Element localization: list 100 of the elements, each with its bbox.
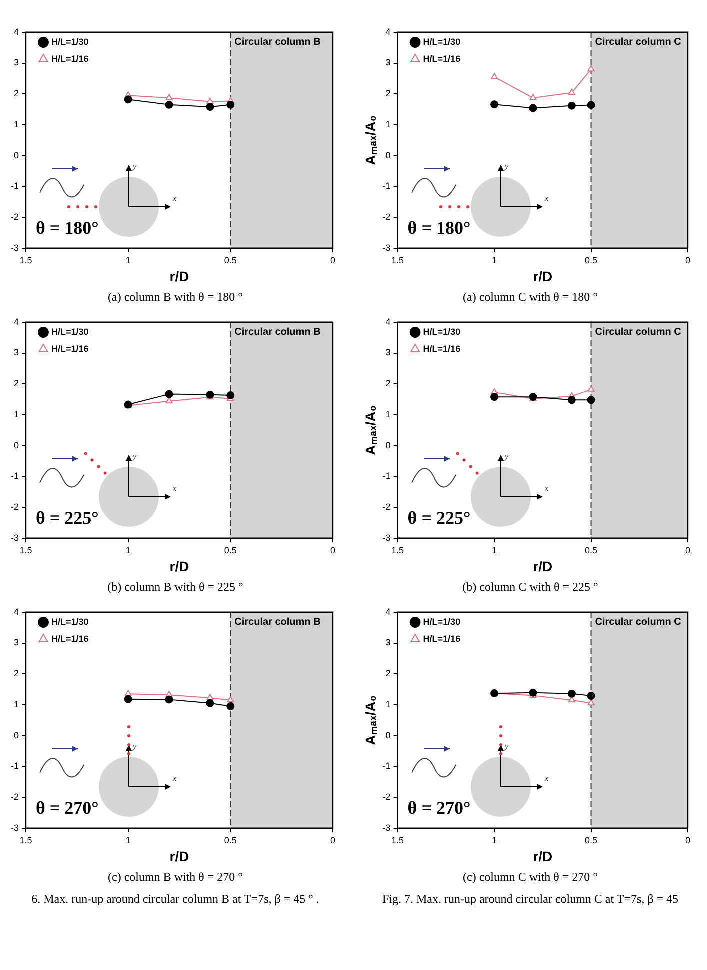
y-tick-label: 1 <box>14 409 19 420</box>
y-tick-label: -1 <box>10 761 19 772</box>
y-tick-label: 2 <box>14 88 19 99</box>
y-axis-title: Aₘₐₓ/A₀ <box>362 695 378 746</box>
y-tick-label: 2 <box>386 378 391 389</box>
x-tick-label: 1.5 <box>392 545 404 556</box>
x-axis-title: r/D <box>533 268 553 284</box>
x-tick-label: 1.5 <box>20 255 32 266</box>
legend-label: H/L=1/16 <box>52 634 89 644</box>
legend-label: H/L=1/30 <box>52 36 89 47</box>
y-axis-title: Aₘₐₓ/A₀ <box>362 405 378 456</box>
text: (b) column C with θ = 225 ° <box>462 580 600 596</box>
legend-label: H/L=1/16 <box>423 344 461 354</box>
y-tick-label: -1 <box>382 181 391 192</box>
y-tick-label: 0 <box>386 730 391 740</box>
y-tick-label: 3 <box>386 638 391 648</box>
y-tick-label: 0 <box>14 440 19 450</box>
annotation: y <box>132 452 137 461</box>
legend-label: H/L=1/30 <box>423 616 461 627</box>
y-tick-label: 0 <box>14 730 19 740</box>
y-tick-label: -2 <box>382 212 391 222</box>
y-tick-label: 1 <box>14 699 19 710</box>
y-tick-label: 3 <box>14 638 19 648</box>
text: (c) column C with θ = 270 ° <box>462 870 599 886</box>
y-tick-label: -3 <box>382 242 391 253</box>
annotation: y <box>132 742 137 751</box>
annotation: θ = 270° <box>36 798 99 820</box>
legend-label: H/L=1/16 <box>423 634 461 644</box>
x-axis-title: r/D <box>170 848 190 864</box>
annotation: θ = 225° <box>408 508 471 530</box>
y-tick-label: 3 <box>386 58 391 68</box>
legend-label: H/L=1/30 <box>423 326 461 337</box>
y-tick-label: -3 <box>10 532 19 543</box>
x-tick-label: 1 <box>492 835 498 846</box>
x-tick-label: 0 <box>685 255 691 266</box>
x-tick-label: 0.5 <box>224 835 237 846</box>
legend-label: H/L=1/16 <box>52 54 89 64</box>
y-tick-label: 3 <box>14 348 19 358</box>
y-tick-label: 4 <box>14 316 19 327</box>
band-label: Circular column C <box>595 37 682 48</box>
legend-label: H/L=1/16 <box>423 54 461 64</box>
y-tick-label: 4 <box>14 26 19 37</box>
band-label: Circular column B <box>234 37 321 48</box>
y-tick-label: -3 <box>382 822 391 833</box>
annotation: θ = 225° <box>36 508 99 530</box>
x-tick-label: 0.5 <box>224 255 237 266</box>
y-tick-label: -2 <box>382 792 391 802</box>
y-tick-label: 4 <box>386 316 391 327</box>
y-tick-label: 2 <box>386 668 391 679</box>
band-label: Circular column C <box>595 327 682 338</box>
x-tick-label: 0 <box>685 835 691 846</box>
y-tick-label: -3 <box>10 822 19 833</box>
annotation: θ = 180° <box>408 218 471 240</box>
annotation: θ = 270° <box>408 798 471 820</box>
x-tick-label: 1.5 <box>392 835 404 846</box>
legend-label: H/L=1/30 <box>423 36 461 47</box>
y-tick-label: 0 <box>14 150 19 160</box>
x-tick-label: 0 <box>330 255 336 266</box>
x-tick-label: 1 <box>492 255 498 266</box>
y-tick-label: 2 <box>386 88 391 99</box>
annotation: y <box>504 452 509 461</box>
text: (a) column C with θ = 180 ° <box>462 290 599 306</box>
x-tick-label: 0.5 <box>585 835 598 846</box>
text: 6. Max. run-up around circular column B at T=7s, β = 45 ° . <box>30 892 320 907</box>
y-tick-label: -3 <box>10 242 19 253</box>
x-axis-title: r/D <box>170 268 190 284</box>
band-label: Circular column C <box>595 617 682 628</box>
text: (b) column B with θ = 225 ° <box>106 580 244 596</box>
y-tick-label: 1 <box>386 409 391 420</box>
x-tick-label: 1.5 <box>20 545 32 556</box>
y-tick-label: -1 <box>10 181 19 192</box>
y-axis-title: Aₘₐₓ/A₀ <box>362 115 378 166</box>
y-tick-label: -3 <box>382 532 391 543</box>
x-axis-title: r/D <box>170 558 190 574</box>
x-tick-label: 1 <box>492 545 498 556</box>
annotation: y <box>504 162 509 171</box>
x-axis-title: r/D <box>533 558 553 574</box>
y-tick-label: 1 <box>386 699 391 710</box>
y-tick-label: 2 <box>14 378 19 389</box>
x-tick-label: 1.5 <box>392 255 404 266</box>
annotation: x <box>544 194 549 203</box>
x-tick-label: 0.5 <box>585 545 598 556</box>
caption: Fig. 7. Max. run-up around circular column C at T=7s, β = 45 <box>381 892 680 907</box>
x-tick-label: 1 <box>126 835 131 846</box>
x-tick-label: 1 <box>126 545 131 556</box>
annotation: x <box>172 484 177 493</box>
x-tick-label: 0 <box>685 545 691 556</box>
x-tick-label: 1.5 <box>20 835 32 846</box>
band-label: Circular column B <box>234 617 321 628</box>
x-axis-title: r/D <box>533 848 553 864</box>
x-tick-label: 0 <box>330 545 336 556</box>
annotation: y <box>132 162 137 171</box>
y-tick-label: -2 <box>10 212 19 222</box>
y-tick-label: 4 <box>386 606 391 617</box>
x-tick-label: 1 <box>126 255 131 266</box>
annotation: θ = 180° <box>36 218 99 240</box>
y-tick-label: 2 <box>14 668 19 679</box>
x-tick-label: 0 <box>330 835 336 846</box>
y-tick-label: 3 <box>14 58 19 68</box>
y-tick-label: 0 <box>386 440 391 450</box>
